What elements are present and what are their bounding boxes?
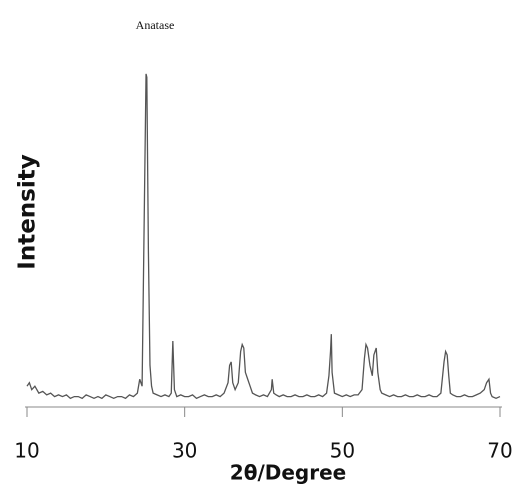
x-tick-label: 50 [330, 439, 355, 463]
x-axis-label: 2θ/Degree [230, 461, 346, 485]
x-tick-label: 70 [487, 439, 512, 463]
data-line [26, 73, 501, 400]
y-axis-label: Intensity [15, 154, 41, 269]
x-tick-label: 10 [14, 439, 39, 463]
x-tick-label: 30 [172, 439, 197, 463]
chart-title: Anatase [136, 18, 175, 32]
